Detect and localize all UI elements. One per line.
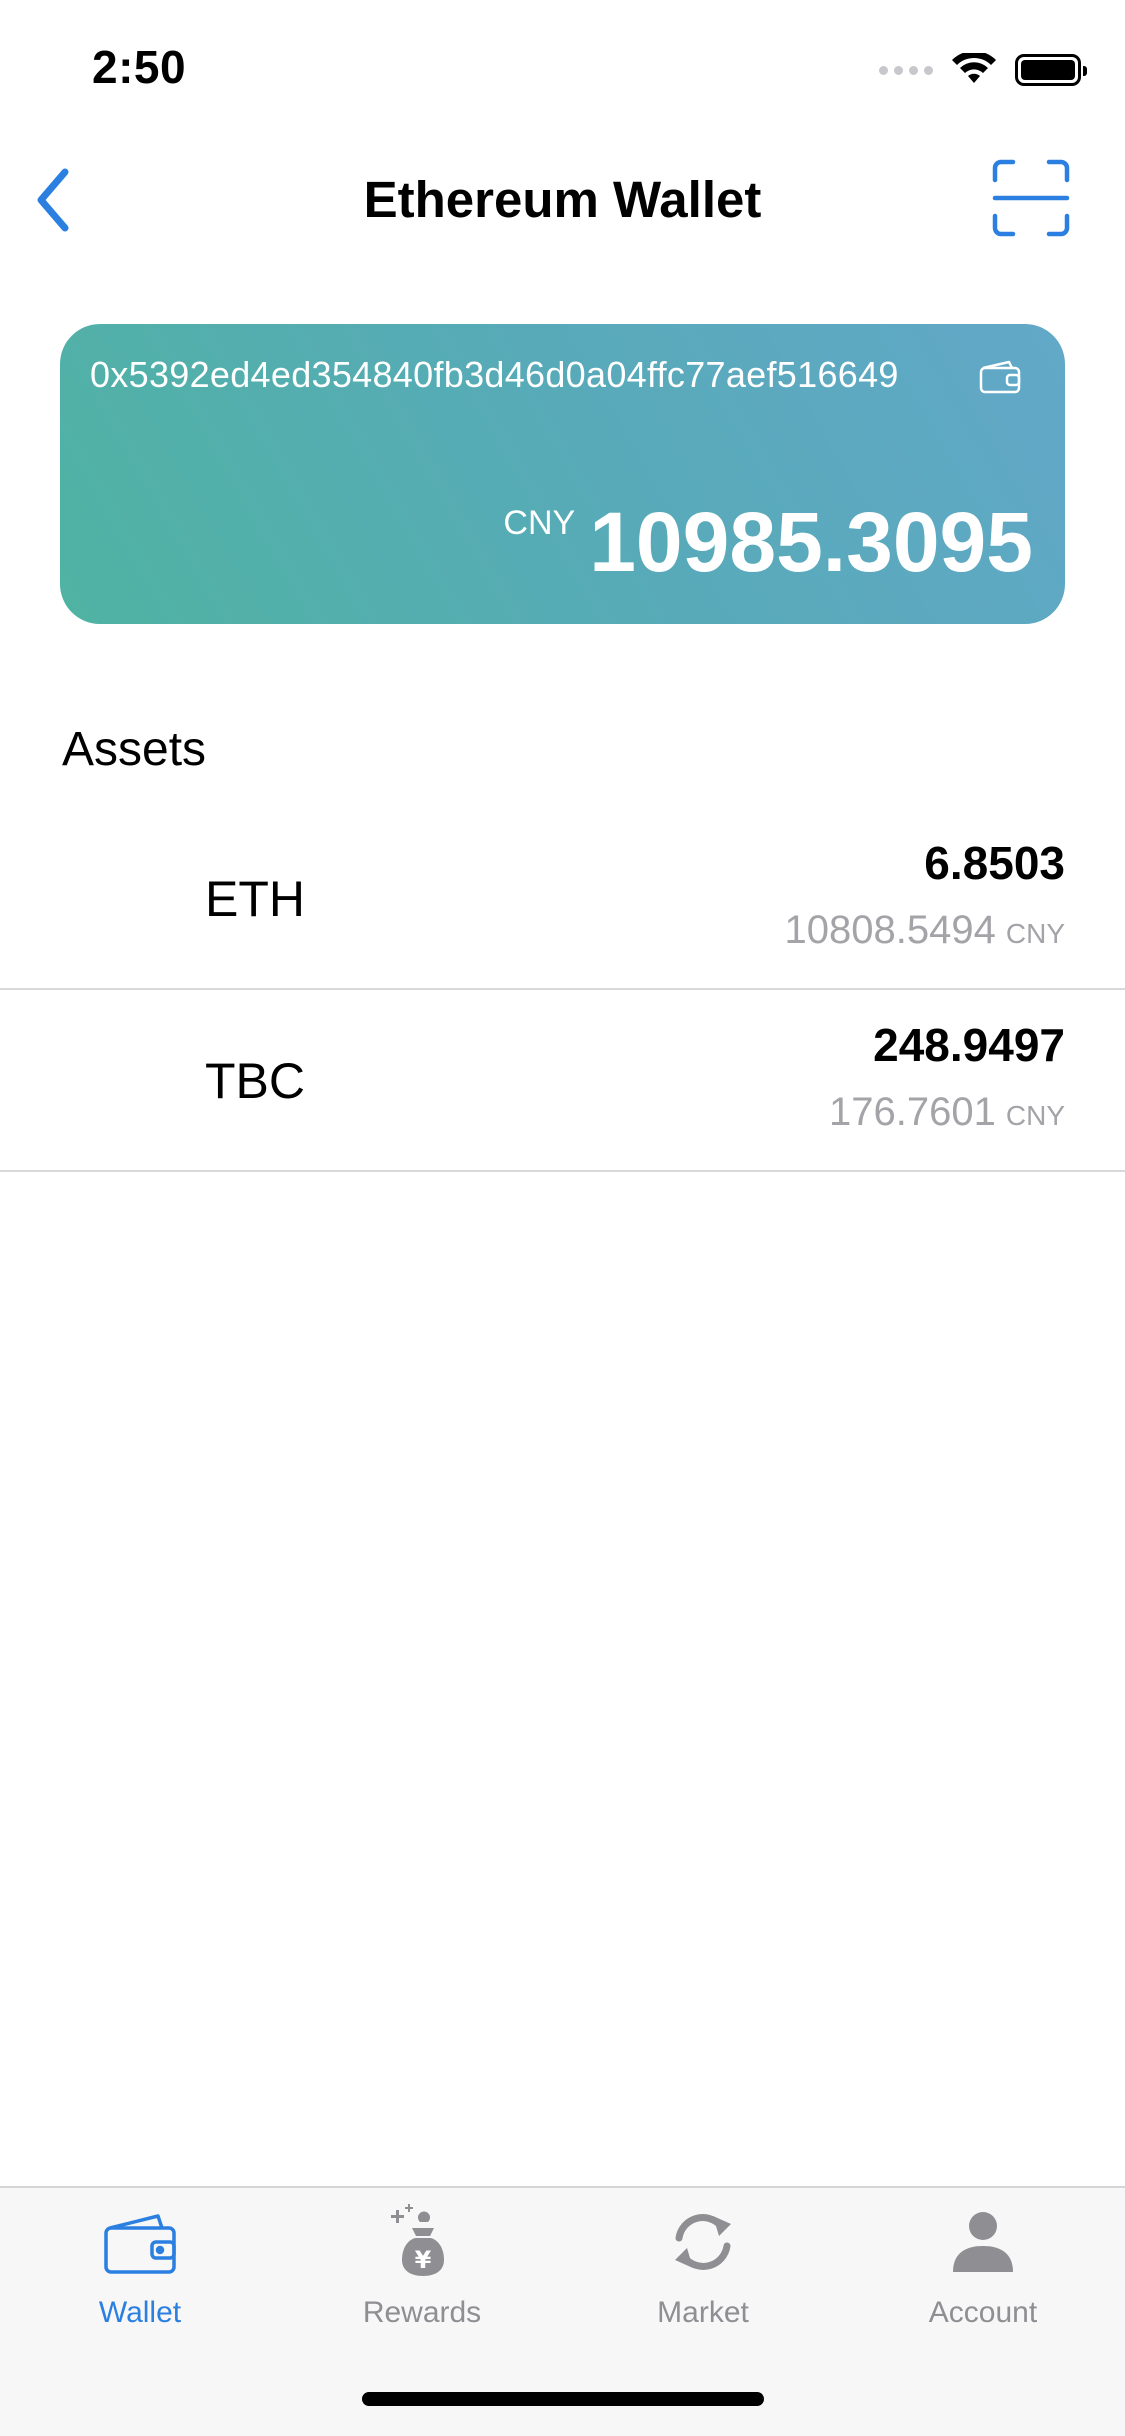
tab-bar: Wallet ¥ Rewards Market bbox=[0, 2186, 1125, 2436]
tab-label: Account bbox=[928, 2296, 1038, 2329]
back-button[interactable] bbox=[18, 162, 88, 238]
page-title: Ethereum Wallet bbox=[363, 171, 762, 228]
navigation-bar: Ethereum Wallet bbox=[0, 132, 1125, 264]
asset-amount: 6.8503 bbox=[924, 837, 1065, 889]
asset-fiat: 10808.5494 CNY bbox=[785, 908, 1065, 953]
status-indicators bbox=[879, 50, 1087, 90]
refresh-icon bbox=[675, 2214, 731, 2270]
tab-market[interactable]: Market bbox=[603, 2202, 803, 2342]
asset-list: ETH 6.8503 10808.5494 CNY TBC 248.9497 1… bbox=[0, 808, 1125, 1172]
asset-symbol: TBC bbox=[205, 1053, 305, 1109]
tab-label: Wallet bbox=[98, 2296, 182, 2329]
home-indicator[interactable] bbox=[362, 2392, 764, 2406]
asset-fiat-value: 176.7601 bbox=[829, 1090, 996, 1134]
scan-button[interactable] bbox=[991, 158, 1071, 238]
money-bag-icon: ¥ bbox=[391, 2204, 444, 2276]
tab-account[interactable]: Account bbox=[883, 2202, 1083, 2342]
tab-wallet[interactable]: Wallet bbox=[40, 2202, 240, 2342]
wallet-address: 0x5392ed4ed354840fb3d46d0a04ffc77aef5166… bbox=[90, 354, 899, 395]
scan-icon bbox=[992, 159, 1070, 237]
asset-symbol: ETH bbox=[205, 871, 305, 927]
balance-currency: CNY bbox=[503, 504, 576, 542]
chevron-left-icon bbox=[37, 168, 69, 232]
assets-section-title: Assets bbox=[62, 723, 207, 776]
tab-label: Rewards bbox=[362, 2296, 482, 2329]
svg-text:¥: ¥ bbox=[415, 2246, 432, 2274]
asset-fiat-currency: CNY bbox=[1005, 1100, 1065, 1131]
copy-address-button[interactable] bbox=[979, 360, 1021, 394]
tab-label: Market bbox=[657, 2296, 749, 2329]
status-time: 2:50 bbox=[92, 41, 187, 93]
asset-amount: 248.9497 bbox=[873, 1019, 1065, 1071]
status-bar: 2:50 bbox=[0, 0, 1125, 132]
cellular-signal-icon bbox=[879, 65, 933, 75]
battery-icon bbox=[1015, 54, 1087, 86]
asset-fiat-currency: CNY bbox=[1005, 918, 1065, 949]
person-icon bbox=[953, 2212, 1013, 2272]
wallet-balance: CNY 10985.3095 bbox=[503, 500, 1033, 584]
asset-fiat-value: 10808.5494 bbox=[784, 908, 996, 952]
asset-row-tbc[interactable]: TBC 248.9497 176.7601 CNY bbox=[0, 990, 1125, 1172]
wifi-icon bbox=[952, 53, 996, 83]
balance-value: 10985.3095 bbox=[589, 495, 1033, 589]
wallet-icon bbox=[104, 2214, 176, 2274]
wallet-card[interactable]: 0x5392ed4ed354840fb3d46d0a04ffc77aef5166… bbox=[60, 324, 1065, 624]
asset-row-eth[interactable]: ETH 6.8503 10808.5494 CNY bbox=[0, 808, 1125, 990]
wallet-copy-icon bbox=[979, 360, 1021, 394]
asset-fiat: 176.7601 CNY bbox=[829, 1090, 1065, 1135]
tab-rewards[interactable]: ¥ Rewards bbox=[322, 2202, 522, 2342]
